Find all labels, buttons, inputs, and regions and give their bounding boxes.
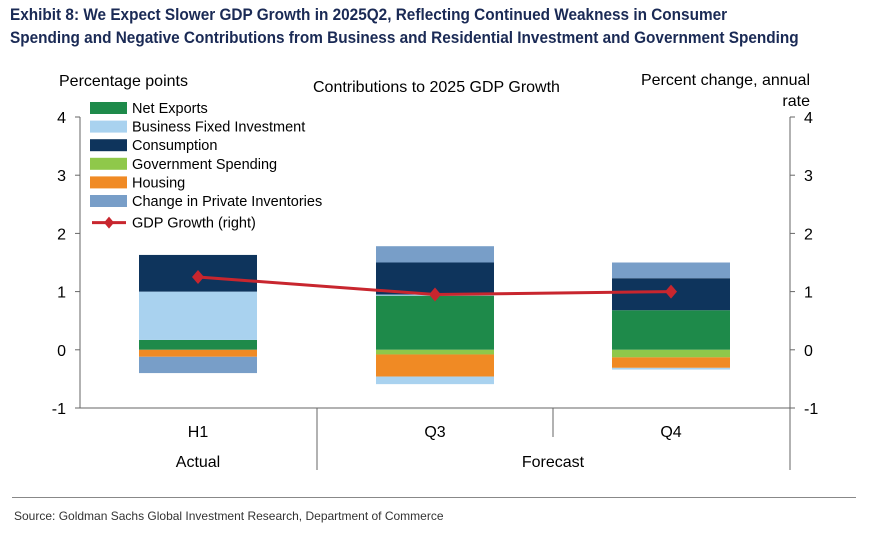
bar-segment-government-spending (376, 349, 494, 355)
footer-rule (12, 497, 856, 498)
bar-segment-business-fixed-investment (139, 291, 257, 340)
left-tick-label: -1 (52, 401, 66, 418)
source-note: Source: Goldman Sachs Global Investment … (14, 509, 444, 523)
title-line-2: Spending and Negative Contributions from… (10, 29, 799, 47)
legend-swatch-net-exports (90, 102, 127, 114)
legend-label: Business Fixed Investment (132, 120, 305, 136)
group-label: Forecast (522, 454, 585, 471)
chart-svg: Percentage points Contributions to 2025 … (52, 72, 819, 471)
right-tick-label: 4 (804, 110, 813, 127)
right-tick-label: 1 (804, 285, 813, 302)
plot-area: 4 4 3 3 2 2 1 1 0 0 -1 -1 H1 Q3 Q4 Actual Forecast (52, 110, 819, 471)
right-tick-label: 0 (804, 343, 813, 360)
bar-segment-government-spending (612, 349, 730, 358)
bar-segment-net-exports (612, 310, 730, 350)
left-tick-label: 3 (57, 168, 66, 185)
gdp-growth-marker (429, 287, 441, 302)
right-axis-label-line-2: rate (782, 93, 810, 110)
legend-swatch-business-fixed-investment (90, 120, 127, 133)
bar-segment-net-exports (139, 339, 257, 350)
legend-label: Housing (132, 175, 185, 191)
bar-segment-housing (376, 354, 494, 377)
bar-segment-change-in-private-inventories (612, 262, 730, 279)
group-label: Actual (176, 454, 220, 471)
right-tick-label: 2 (804, 226, 813, 243)
legend-label: Change in Private Inventories (132, 194, 322, 210)
gdp-growth-marker (192, 270, 204, 285)
legend-label: GDP Growth (right) (132, 216, 256, 232)
bar-segment-business-fixed-investment (376, 376, 494, 385)
chart-title: Contributions to 2025 GDP Growth (313, 79, 560, 96)
bar-segment-change-in-private-inventories (139, 356, 257, 374)
left-tick-label: 0 (57, 343, 66, 360)
left-tick-label: 4 (57, 110, 66, 127)
right-tick-label: 3 (804, 168, 813, 185)
bar-segment-net-exports (376, 295, 494, 350)
legend-swatch-housing (90, 176, 127, 189)
bar-segment-housing (139, 349, 257, 357)
category-label: Q4 (660, 424, 681, 441)
category-label: H1 (188, 424, 209, 441)
bar-segment-housing (612, 357, 730, 368)
left-tick-label: 1 (57, 285, 66, 302)
legend-label: Net Exports (132, 101, 208, 117)
legend-swatch-consumption (90, 139, 127, 152)
bar-segment-business-fixed-investment (612, 367, 730, 370)
title-line-1: Exhibit 8: We Expect Slower GDP Growth i… (10, 6, 728, 24)
legend-label: Government Spending (132, 157, 277, 173)
left-tick-label: 2 (57, 226, 66, 243)
bar-segment-change-in-private-inventories (376, 246, 494, 263)
gdp-growth-marker (665, 284, 677, 299)
legend-swatch-change-in-private-inventories (90, 195, 127, 207)
legend-label: Consumption (132, 138, 217, 154)
legend-marker-gdp-growth (104, 216, 114, 229)
right-tick-label: -1 (804, 401, 818, 418)
category-label: Q3 (424, 424, 445, 441)
legend: Net Exports Business Fixed Investment Cons… (90, 101, 322, 232)
legend-swatch-government-spending (90, 157, 127, 170)
exhibit-title: Exhibit 8: We Expect Slower GDP Growth i… (10, 4, 810, 50)
right-axis-label-line-1: Percent change, annual (641, 72, 810, 89)
left-axis-label: Percentage points (59, 73, 188, 90)
